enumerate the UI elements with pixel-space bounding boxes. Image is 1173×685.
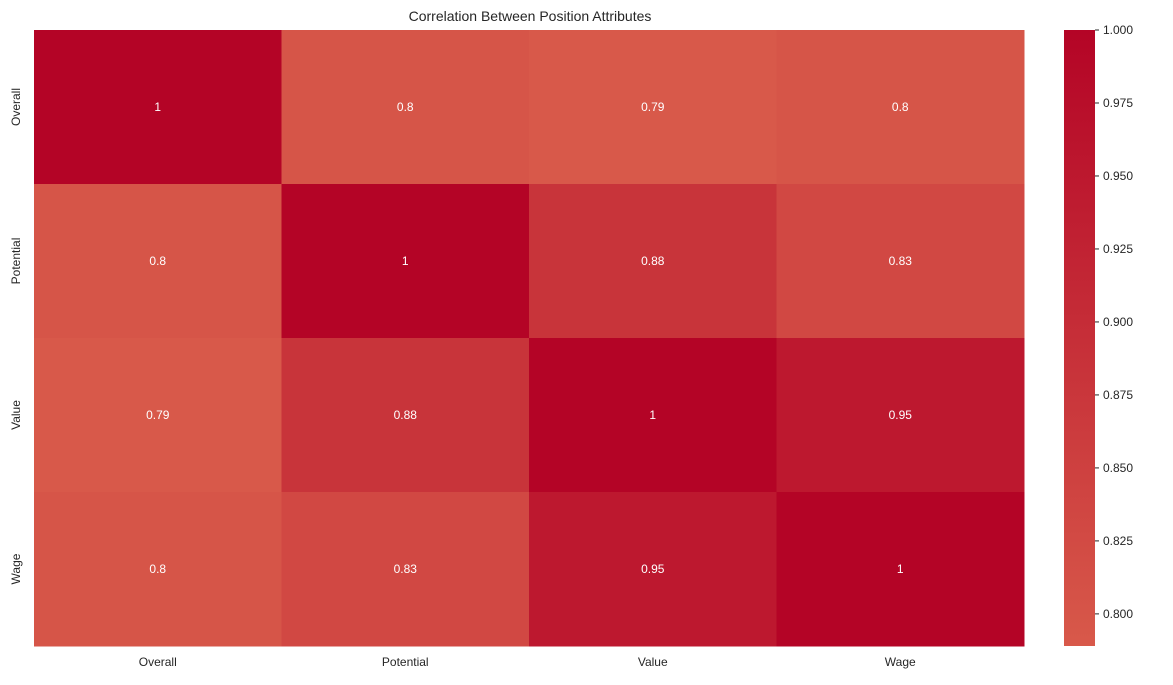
x-axis-tick-labels: Overall Potential Value Wage bbox=[139, 655, 916, 669]
heatmap-cell-label: 0.79 bbox=[641, 100, 665, 114]
y-axis-tick-label: Potential bbox=[9, 238, 23, 285]
colorbar-tick-label: 0.975 bbox=[1103, 96, 1133, 110]
x-axis-tick-label: Overall bbox=[139, 655, 177, 669]
heatmap-cell-label: 0.95 bbox=[889, 408, 913, 422]
heatmap-cell bbox=[776, 184, 1025, 339]
y-axis-tick-label: Wage bbox=[9, 553, 23, 584]
heatmap-cell-label: 1 bbox=[402, 254, 409, 268]
colorbar: 0.800 0.825 0.850 0.875 0.900 0.925 0.950 0.975… bbox=[1064, 23, 1133, 646]
heatmap-cells bbox=[34, 30, 1025, 647]
heatmap-cell-label: 0.83 bbox=[889, 254, 913, 268]
heatmap-cell bbox=[34, 30, 282, 185]
y-axis-tick-label: Overall bbox=[9, 88, 23, 126]
colorbar-tick-label: 1.000 bbox=[1103, 23, 1133, 37]
colorbar-tick-label: 0.925 bbox=[1103, 242, 1133, 256]
heatmap-cell-label: 1 bbox=[154, 100, 161, 114]
heatmap-cell-label: 0.8 bbox=[149, 254, 166, 268]
heatmap-cell bbox=[281, 492, 530, 647]
heatmap-cell bbox=[34, 492, 282, 647]
heatmap-cell-label: 0.79 bbox=[146, 408, 170, 422]
x-axis-tick-label: Value bbox=[638, 655, 668, 669]
colorbar-tick-label: 0.900 bbox=[1103, 315, 1133, 329]
heatmap-cell-label: 0.8 bbox=[397, 100, 414, 114]
heatmap-cell bbox=[529, 492, 777, 647]
heatmap-cell bbox=[776, 492, 1025, 647]
heatmap-cell-label: 0.8 bbox=[149, 562, 166, 576]
heatmap-cell-labels: 1 0.8 0.79 0.8 0.8 1 0.88 0.83 0.79 0.88 1 0.95 0.8 0… bbox=[146, 100, 912, 576]
heatmap-cell-label: 0.83 bbox=[394, 562, 418, 576]
heatmap-cell bbox=[529, 338, 777, 493]
heatmap-cell-label: 1 bbox=[897, 562, 904, 576]
heatmap-cell-label: 1 bbox=[649, 408, 656, 422]
heatmap-cell bbox=[776, 30, 1025, 185]
colorbar-tick-label: 0.825 bbox=[1103, 534, 1133, 548]
heatmap-cell-label: 0.88 bbox=[641, 254, 665, 268]
y-axis-tick-labels: Overall Potential Value Wage bbox=[9, 88, 23, 584]
heatmap-cell bbox=[281, 30, 530, 185]
heatmap-cell bbox=[34, 184, 282, 339]
heatmap-cell bbox=[529, 30, 777, 185]
heatmap-cell bbox=[34, 338, 282, 493]
chart-title: Correlation Between Position Attributes bbox=[409, 8, 652, 24]
heatmap-cell-label: 0.95 bbox=[641, 562, 665, 576]
colorbar-bar bbox=[1064, 30, 1095, 646]
colorbar-tick-label: 0.950 bbox=[1103, 169, 1133, 183]
heatmap-cell bbox=[281, 184, 530, 339]
y-axis-tick-label: Value bbox=[9, 400, 23, 430]
heatmap-cell bbox=[776, 338, 1025, 493]
colorbar-tick-label: 0.875 bbox=[1103, 388, 1133, 402]
colorbar-tick-label: 0.850 bbox=[1103, 461, 1133, 475]
heatmap-cell-label: 0.8 bbox=[892, 100, 909, 114]
heatmap-cell bbox=[529, 184, 777, 339]
x-axis-tick-label: Potential bbox=[382, 655, 429, 669]
heatmap-cell bbox=[281, 338, 530, 493]
x-axis-tick-label: Wage bbox=[885, 655, 916, 669]
heatmap-cell-label: 0.88 bbox=[394, 408, 418, 422]
colorbar-tick-label: 0.800 bbox=[1103, 607, 1133, 621]
